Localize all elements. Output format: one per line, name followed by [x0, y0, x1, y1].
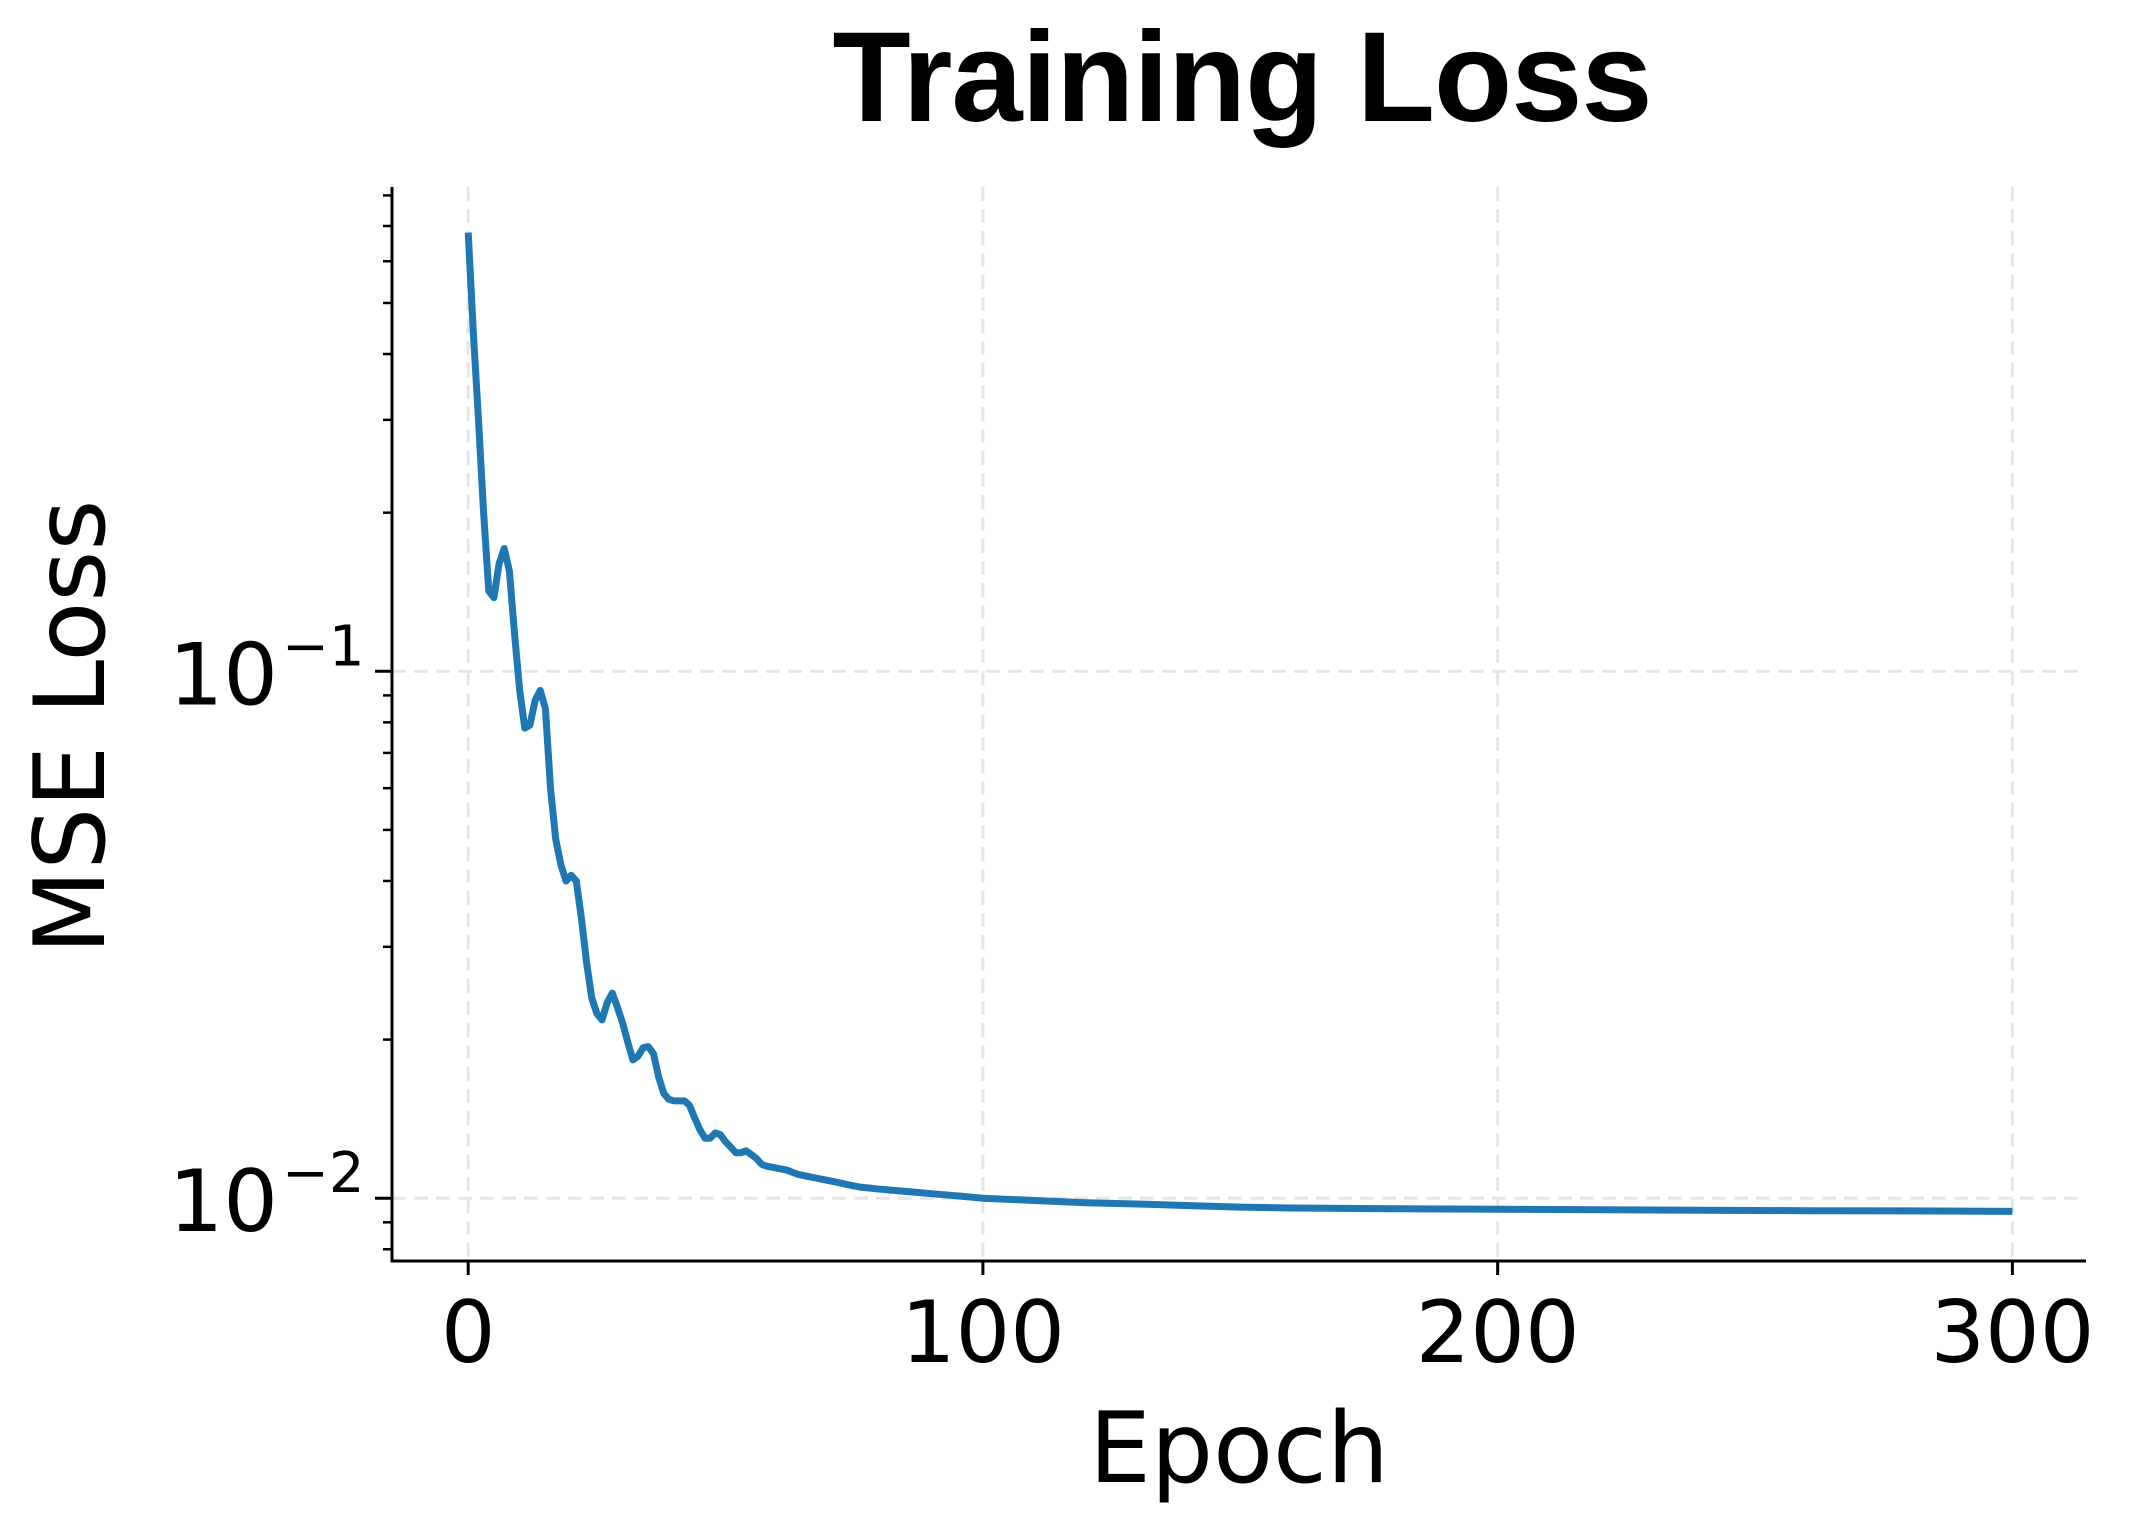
y-tick-exponent: −2	[282, 1141, 365, 1206]
axes	[390, 187, 2086, 1263]
grid-lines	[392, 187, 2086, 1261]
y-tick-base: 10	[169, 1152, 278, 1252]
loss-line	[464, 232, 2013, 1215]
series-line	[464, 232, 2013, 1215]
x-axis-label: Epoch	[1089, 1392, 1389, 1506]
y-tick-label: 10 −1	[169, 614, 365, 725]
x-tick-label: 200	[1416, 1283, 1580, 1383]
chart-title: Training Loss	[832, 6, 1652, 149]
y-tick-exponent: −1	[282, 614, 365, 679]
y-axis-label: MSE Loss	[14, 500, 128, 955]
x-tick-label: 300	[1930, 1283, 2094, 1383]
x-tick-label: 0	[441, 1283, 496, 1383]
y-tick-base: 10	[169, 625, 278, 725]
x-axis-ticks: 0 100 200 300	[441, 1261, 2094, 1383]
y-tick-label: 10 −2	[169, 1141, 365, 1252]
x-tick-label: 100	[901, 1283, 1065, 1383]
y-axis-ticks: 10−110−2	[169, 194, 392, 1252]
